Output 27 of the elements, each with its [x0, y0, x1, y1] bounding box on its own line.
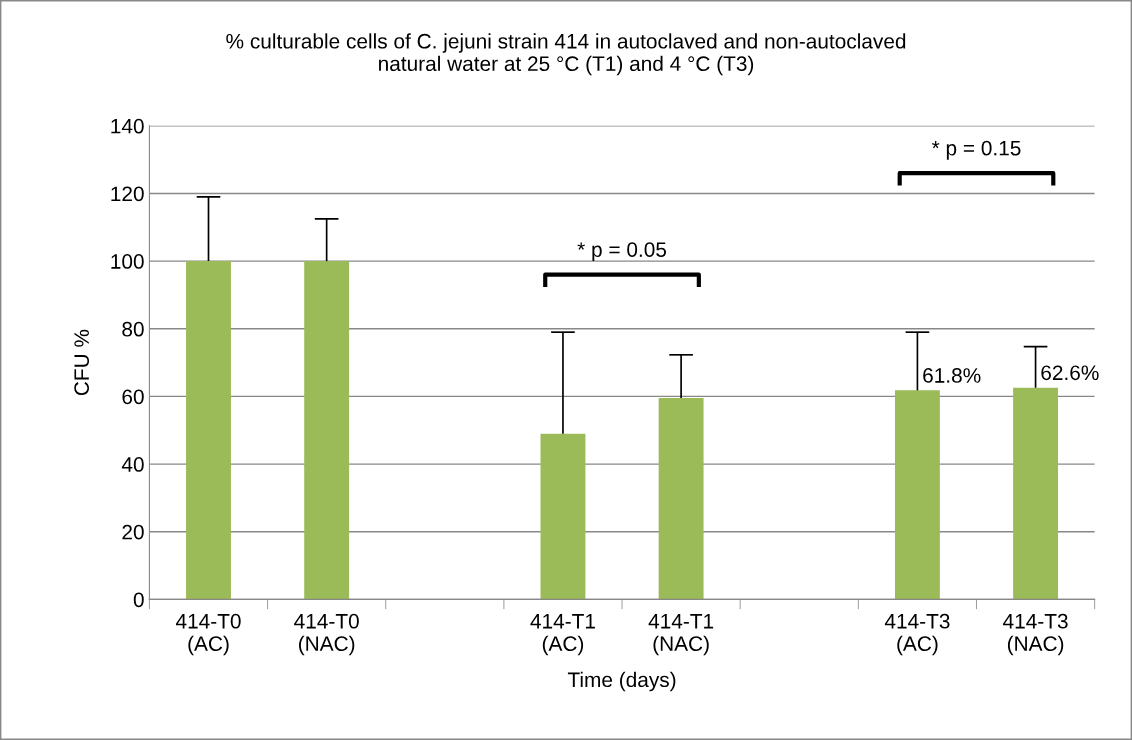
y-tick-label: 20	[122, 524, 144, 540]
annotation: * p = 0.05	[577, 242, 667, 262]
bar	[186, 261, 231, 600]
y-axis-title: CFU %	[74, 329, 90, 396]
bar	[304, 261, 350, 600]
annotation: * p = 0.15	[931, 140, 1021, 160]
y-tick-label: 140	[111, 118, 144, 134]
bar	[540, 433, 586, 600]
y-tick-label: 80	[122, 321, 144, 337]
data-label: 61.8%	[923, 368, 981, 383]
x-axis-title: Time (days)	[567, 671, 676, 692]
y-tick-label: 100	[111, 254, 144, 269]
chart-title: % culturable cells of C. jejuni strain 414 in autoclaved and non-autoclaved natural water at 25 °C (T1) and 4 °C (T3)	[226, 33, 906, 76]
x-tick-label: 414-T0 (NAC)	[294, 613, 359, 656]
y-tick-label: 120	[111, 186, 144, 202]
bar	[894, 390, 940, 600]
x-tick-label: 414-T0 (AC)	[175, 613, 241, 656]
y-tick-label: 40	[121, 457, 144, 472]
y-tick-label: 0	[133, 592, 144, 608]
x-tick-label: 414-T1 (AC)	[530, 614, 595, 656]
y-tick-label: 60	[122, 389, 144, 405]
bar	[658, 398, 704, 600]
bar	[1013, 387, 1059, 600]
x-tick-label: 414-T3 (NAC)	[1003, 613, 1068, 656]
x-tick-label: 414-T3 (AC)	[884, 613, 950, 656]
x-tick-label: 414-T1 (NAC)	[648, 614, 714, 656]
data-label: 62.6%	[1041, 365, 1099, 381]
